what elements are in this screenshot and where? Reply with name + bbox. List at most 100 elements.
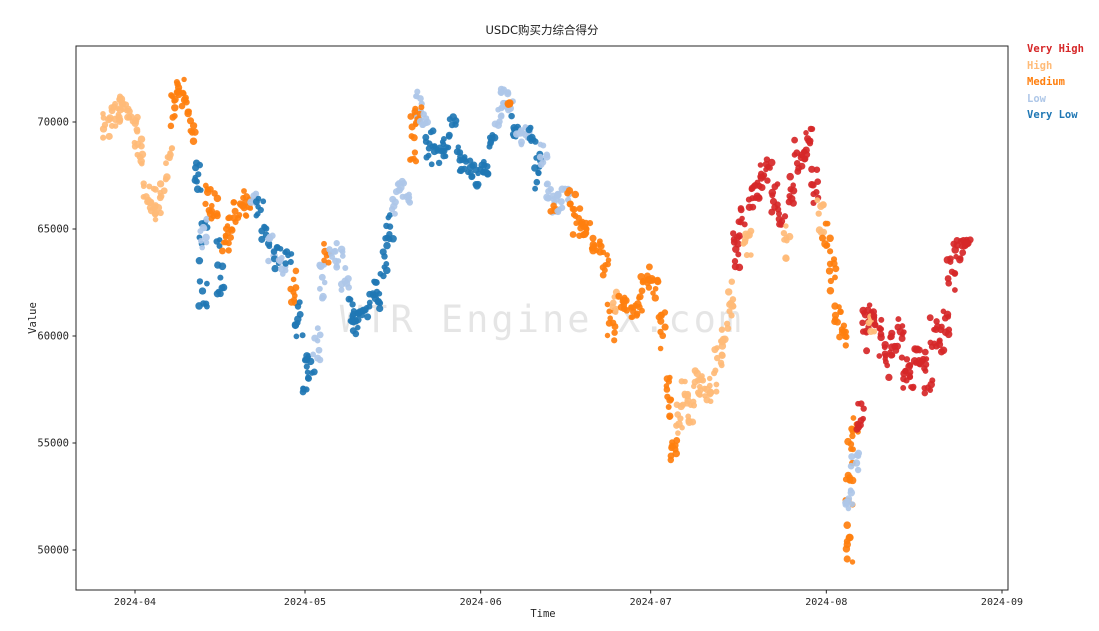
scatter-point: [293, 333, 300, 340]
scatter-point: [195, 256, 204, 265]
scatter-point: [766, 164, 773, 171]
scatter-point: [793, 149, 801, 157]
scatter-point: [939, 346, 948, 355]
scatter-point: [885, 373, 893, 382]
scatter-point: [659, 332, 667, 340]
scatter-point: [228, 226, 235, 232]
scatter-point: [100, 114, 107, 121]
scatter-point: [166, 154, 173, 162]
scatter-point: [932, 325, 940, 334]
scatter-point: [697, 375, 705, 383]
scatter-point: [623, 307, 631, 314]
scatter-point: [849, 559, 856, 565]
scatter-point: [197, 237, 204, 244]
scatter-point: [724, 324, 732, 332]
scatter-point: [429, 127, 437, 135]
scatter-point: [938, 323, 945, 330]
scatter-point: [225, 247, 232, 254]
scatter-point: [303, 363, 310, 370]
scatter-point: [531, 164, 539, 172]
scatter-series: [99, 76, 974, 565]
scatter-point: [352, 330, 360, 338]
scatter-point: [668, 396, 675, 403]
scatter-point: [882, 356, 888, 362]
scatter-point: [442, 144, 450, 151]
scatter-point: [213, 290, 222, 298]
scatter-point: [567, 200, 574, 208]
scatter-point: [611, 323, 619, 331]
scatter-point: [381, 264, 388, 270]
scatter-point: [187, 127, 194, 134]
scatter-point: [737, 205, 745, 212]
scatter-point: [607, 315, 613, 321]
scatter-point: [782, 255, 790, 262]
scatter-point: [827, 248, 834, 255]
scatter-point: [428, 161, 435, 168]
scatter-point: [945, 313, 952, 320]
scatter-point: [675, 430, 681, 436]
scatter-point: [639, 278, 647, 286]
scatter-point: [596, 248, 604, 256]
scatter-point: [791, 136, 798, 144]
scatter-point: [431, 143, 438, 150]
scatter-point: [167, 122, 175, 130]
scatter-point: [532, 185, 539, 192]
scatter-point: [321, 257, 327, 264]
scatter-point: [743, 252, 750, 259]
scatter-point: [232, 218, 239, 226]
scatter-point: [193, 178, 200, 185]
scatter-point: [413, 93, 419, 100]
scatter-point: [945, 279, 953, 287]
scatter-point: [923, 356, 930, 362]
scatter-point: [292, 267, 300, 275]
scatter-point: [842, 342, 849, 349]
scatter-point: [718, 342, 727, 350]
scatter-point: [780, 229, 788, 237]
scatter-point: [691, 367, 699, 375]
scatter-point: [774, 206, 782, 213]
scatter-point: [808, 181, 816, 189]
x-tick-label: 2024-07: [630, 597, 672, 608]
scatter-point: [853, 451, 861, 459]
scatter-point: [855, 400, 861, 407]
scatter-point: [122, 101, 130, 108]
scatter-point: [638, 287, 646, 295]
scatter-point: [824, 220, 831, 227]
scatter-point: [544, 180, 551, 188]
scatter-point: [794, 168, 802, 175]
legend: Very High High Medium Low Very Low: [1027, 41, 1084, 124]
scatter-point: [684, 390, 692, 398]
scatter-point: [100, 134, 107, 141]
scatter-point: [728, 278, 736, 285]
scatter-point: [116, 93, 124, 100]
scatter-point: [231, 199, 238, 206]
scatter-point: [366, 290, 373, 298]
scatter-point: [745, 203, 754, 211]
scatter-point: [448, 121, 456, 129]
scatter-point: [665, 378, 672, 385]
scatter-point: [884, 362, 891, 369]
scatter-point: [299, 332, 306, 339]
scatter-point: [420, 122, 426, 128]
scatter-point: [406, 191, 412, 198]
scatter-point: [605, 257, 612, 263]
scatter-point: [860, 405, 867, 412]
scatter-point: [748, 252, 754, 258]
scatter-point: [539, 159, 547, 166]
scatter-point: [898, 354, 906, 361]
scatter-point: [820, 228, 828, 236]
scatter-point: [826, 234, 834, 243]
scatter-point: [852, 459, 861, 467]
scatter-point: [192, 164, 200, 172]
scatter-point: [814, 178, 822, 186]
scatter-point: [532, 138, 539, 145]
scatter-point: [241, 188, 247, 194]
scatter-point: [445, 133, 453, 140]
scatter-point: [497, 113, 505, 120]
scatter-point: [157, 209, 164, 217]
scatter-point: [151, 210, 159, 218]
scatter-point: [948, 268, 956, 275]
scatter-point: [844, 498, 852, 507]
scatter-point: [545, 188, 552, 195]
x-tick-label: 2024-06: [460, 597, 502, 608]
